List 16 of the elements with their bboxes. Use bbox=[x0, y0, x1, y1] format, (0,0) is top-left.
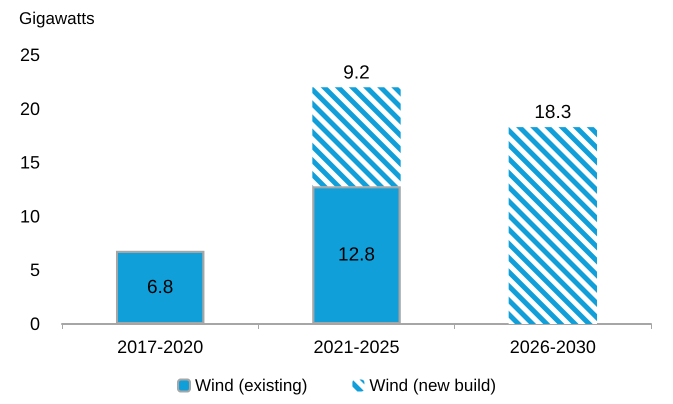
y-tick-label: 0 bbox=[30, 314, 40, 334]
y-tick-label: 15 bbox=[20, 152, 40, 173]
data-label: 6.8 bbox=[146, 276, 174, 298]
x-tick-label: 2017-2020 bbox=[117, 337, 204, 357]
data-label: 18.3 bbox=[534, 102, 572, 124]
x-tick-label: 2026-2030 bbox=[510, 337, 596, 357]
legend-label: Wind (new build) bbox=[369, 376, 496, 395]
y-tick-label: 25 bbox=[20, 45, 40, 65]
y-axis-title: Gigawatts bbox=[19, 9, 95, 28]
y-tick-label: 10 bbox=[20, 206, 40, 226]
x-tick-label: 2021-2025 bbox=[313, 337, 400, 357]
data-label: 9.2 bbox=[343, 62, 370, 84]
y-tick-label: 5 bbox=[30, 260, 40, 280]
y-tick-label: 20 bbox=[20, 98, 40, 119]
legend-label: Wind (existing) bbox=[194, 376, 308, 395]
data-label: 12.8 bbox=[338, 244, 375, 266]
